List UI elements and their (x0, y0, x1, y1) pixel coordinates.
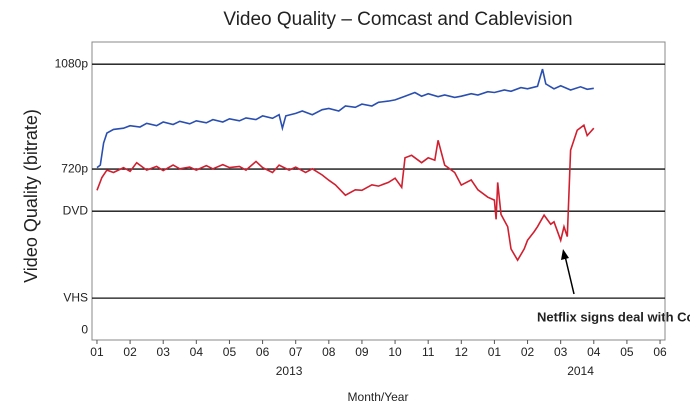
x-tick-label: 07 (289, 345, 303, 359)
annotation-arrow (564, 255, 575, 295)
x-group-label: 2014 (567, 364, 594, 378)
x-group-label: 2013 (276, 364, 303, 378)
x-tick-label: 12 (455, 345, 469, 359)
x-tick-label: 10 (388, 345, 402, 359)
x-tick-label: 09 (355, 345, 369, 359)
x-tick-label: 03 (157, 345, 171, 359)
x-axis-title: Month/Year (348, 390, 409, 404)
x-tick-label: 04 (190, 345, 204, 359)
x-tick-label: 03 (554, 345, 568, 359)
y-tick-label: DVD (63, 203, 89, 217)
x-tick-label: 01 (90, 345, 104, 359)
annotation: Netflix signs deal with Comcast (537, 309, 690, 324)
y-tick-label: 1080p (55, 56, 89, 70)
arrow-head (561, 249, 569, 260)
line-series (96, 123, 595, 262)
x-tick-label: 04 (587, 345, 601, 359)
x-tick-label: 11 (422, 345, 435, 359)
y-axis-title: Video Quality (bitrate) (21, 109, 41, 283)
y-tick-label: VHS (63, 290, 88, 304)
x-tick-label: 02 (521, 345, 535, 359)
x-tick-label: 01 (488, 345, 502, 359)
y-tick-label: 720p (61, 161, 88, 175)
x-tick-label: 05 (620, 345, 634, 359)
line-series (96, 68, 594, 169)
plot-frame (91, 41, 666, 341)
x-tick-label: 08 (322, 345, 336, 359)
y-tick-label: 0 (81, 322, 88, 336)
x-tick-label: 05 (223, 345, 237, 359)
x-tick-label: 06 (256, 345, 270, 359)
x-tick-label: 02 (123, 345, 137, 359)
x-tick-label: 06 (653, 345, 667, 359)
chart-title: Video Quality – Comcast and Cablevision (223, 9, 572, 30)
